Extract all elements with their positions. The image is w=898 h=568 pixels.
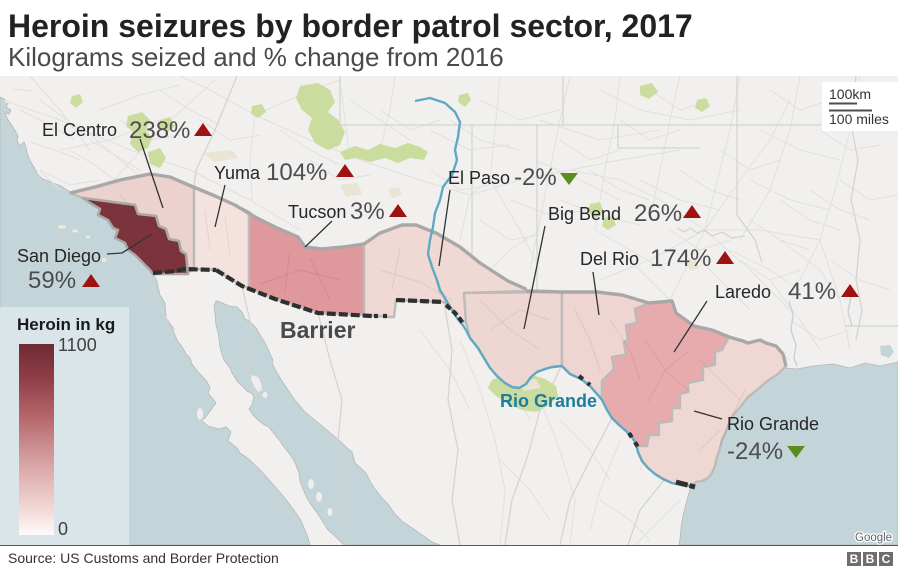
svg-text:El Centro: El Centro [42, 120, 117, 140]
svg-text:104%: 104% [266, 159, 327, 186]
svg-text:Kilograms seized and % change: Kilograms seized and % change from 2016 [8, 42, 504, 72]
svg-text:El Paso: El Paso [448, 168, 510, 188]
svg-text:Rio Grande: Rio Grande [500, 391, 597, 411]
svg-text:3%: 3% [350, 198, 385, 225]
svg-text:Rio Grande: Rio Grande [727, 414, 819, 434]
svg-text:26%: 26% [634, 200, 682, 227]
svg-text:-24%: -24% [727, 438, 783, 465]
svg-text:Heroin seizures by border patr: Heroin seizures by border patrol sector,… [8, 8, 693, 44]
svg-text:Google: Google [855, 532, 892, 544]
svg-text:174%: 174% [650, 245, 711, 272]
svg-text:San Diego: San Diego [17, 246, 101, 266]
svg-text:Laredo: Laredo [715, 282, 771, 302]
svg-text:238%: 238% [129, 117, 190, 144]
svg-text:Barrier: Barrier [280, 317, 355, 343]
svg-text:Big Bend: Big Bend [548, 204, 621, 224]
svg-text:Heroin in kg: Heroin in kg [17, 315, 115, 334]
svg-text:-2%: -2% [514, 164, 557, 191]
svg-text:1100: 1100 [58, 335, 97, 355]
svg-text:59%: 59% [28, 267, 76, 294]
svg-text:Yuma: Yuma [214, 163, 261, 183]
svg-text:100km: 100km [829, 86, 871, 102]
svg-text:Tucson: Tucson [288, 202, 346, 222]
svg-text:Del Rio: Del Rio [580, 249, 639, 269]
svg-text:0: 0 [58, 519, 68, 539]
svg-text:41%: 41% [788, 278, 836, 305]
svg-text:100 miles: 100 miles [829, 111, 889, 127]
